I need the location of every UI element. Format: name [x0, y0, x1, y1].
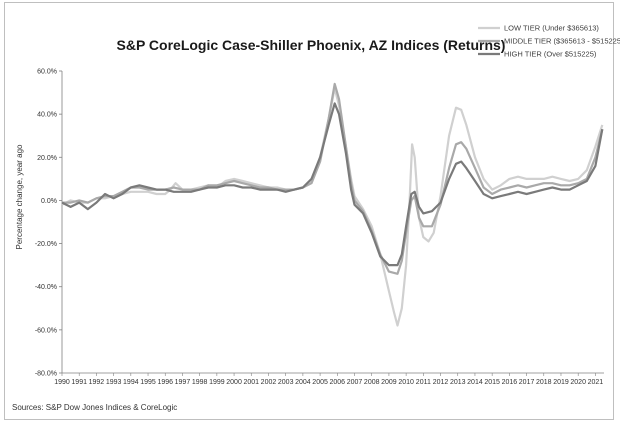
x-tick-label: 1995 [140, 379, 156, 386]
series-line-3 [61, 102, 604, 267]
x-tick-label: 2000 [226, 379, 242, 386]
y-tick-label: -80.0% [35, 371, 57, 378]
x-tick-label: 1997 [175, 379, 191, 386]
legend-label-1: LOW TIER (Under $365613) [504, 24, 599, 33]
x-tick-label: 1991 [71, 379, 87, 386]
x-tick-label: 1998 [192, 379, 208, 386]
x-tick-label: 2005 [312, 379, 328, 386]
x-tick-label: 2009 [381, 379, 397, 386]
y-tick-label: -60.0% [35, 327, 57, 334]
x-tick-label: 2011 [416, 379, 431, 386]
x-tick-label: 2001 [243, 379, 259, 386]
legend-label-3: HIGH TIER (Over $515225) [504, 50, 597, 59]
x-tick-label: 2014 [467, 379, 483, 386]
x-tick-label: 1996 [157, 379, 173, 386]
chart-frame [4, 2, 614, 420]
y-tick-label: -40.0% [35, 284, 57, 291]
x-axis: 1990 1991 1992 1993 1994 1995 1996 1997 1998 1999… [54, 373, 603, 386]
x-tick-label: 2018 [536, 379, 552, 386]
chart-title: S&P CoreLogic Case-Shiller Phoenix, AZ I… [117, 37, 506, 53]
x-tick-label: 2004 [295, 379, 311, 386]
legend: LOW TIER (Under $365613) MIDDLE TIER ($36… [478, 24, 620, 59]
x-tick-label: 2006 [330, 379, 346, 386]
x-tick-label: 2012 [433, 379, 449, 386]
series-layer [61, 82, 604, 327]
x-tick-label: 2013 [450, 379, 466, 386]
y-tick-label: -20.0% [35, 241, 57, 248]
x-tick-label: 2016 [502, 379, 518, 386]
x-tick-label: 2002 [261, 379, 277, 386]
x-tick-label: 2003 [278, 379, 294, 386]
y-axis: 60.0% 40.0% 20.0% 0.0% -20.0% -40.0% -60.0% -80… [35, 69, 62, 378]
x-tick-label: 2010 [398, 379, 414, 386]
x-tick-label: 1994 [123, 379, 139, 386]
y-tick-label: 20.0% [37, 155, 57, 162]
x-tick-label: 1992 [89, 379, 105, 386]
x-tick-label: 2019 [553, 379, 569, 386]
x-tick-label: 2008 [364, 379, 380, 386]
y-tick-label: 0.0% [41, 198, 57, 205]
x-tick-label: 2020 [570, 379, 586, 386]
series-line-1 [61, 87, 604, 327]
x-tick-label: 1999 [209, 379, 225, 386]
x-tick-label: 2015 [484, 379, 500, 386]
x-tick-label: 1990 [54, 379, 70, 386]
y-tick-label: 40.0% [37, 112, 57, 119]
x-tick-label: 2017 [519, 379, 535, 386]
y-axis-title: Percentage change, year ago [15, 144, 24, 250]
x-tick-label: 2007 [347, 379, 363, 386]
x-tick-label: 1993 [106, 379, 122, 386]
legend-label-2: MIDDLE TIER ($365613 - $515225) [504, 37, 620, 46]
source-note: Sources: S&P Dow Jones Indices & CoreLog… [12, 403, 177, 412]
y-tick-label: 60.0% [37, 69, 57, 76]
x-tick-label: 2021 [588, 379, 604, 386]
